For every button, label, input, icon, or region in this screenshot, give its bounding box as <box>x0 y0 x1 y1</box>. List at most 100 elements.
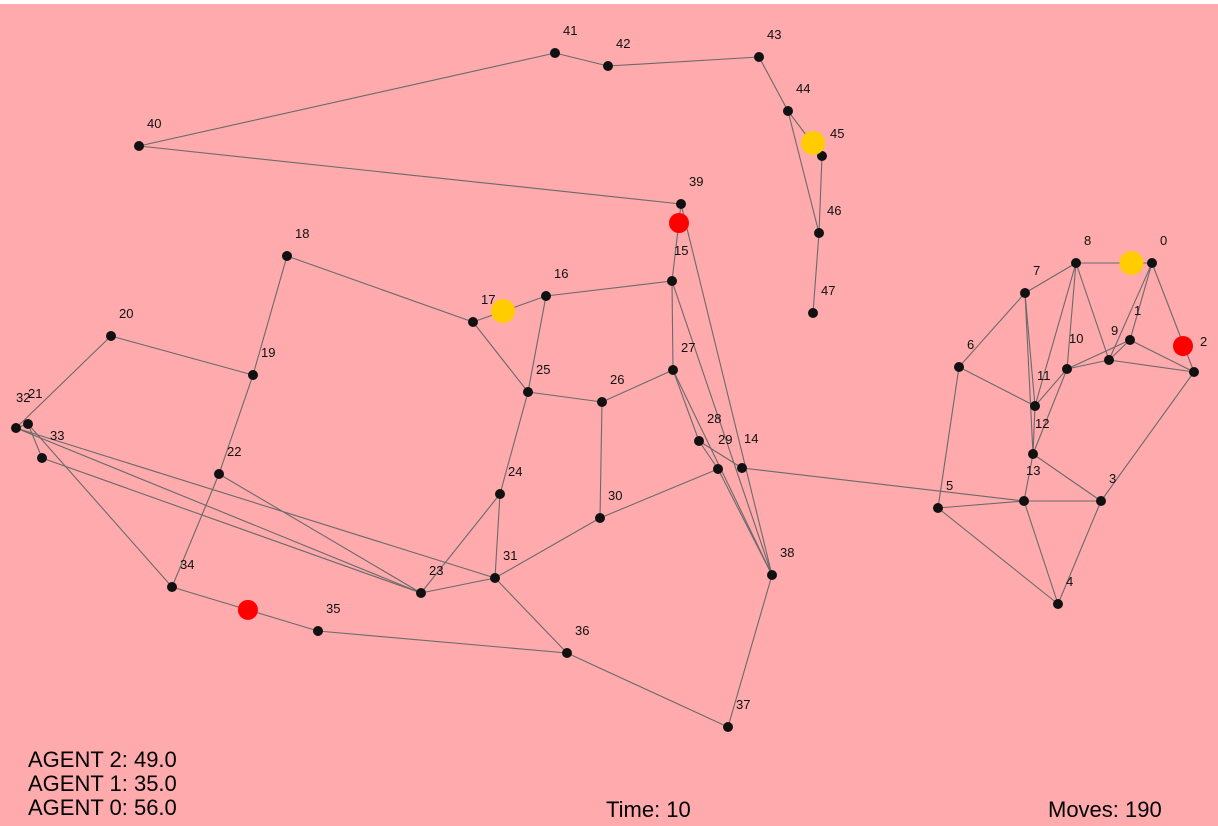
node-20[interactable] <box>106 331 116 341</box>
node-label-14: 14 <box>744 431 758 446</box>
node-2[interactable] <box>1189 367 1199 377</box>
node-26[interactable] <box>597 397 607 407</box>
edge-24-25 <box>499 391 529 495</box>
node-37[interactable] <box>723 722 733 732</box>
node-label-4: 4 <box>1066 574 1073 589</box>
node-30[interactable] <box>595 513 605 523</box>
node-label-12: 12 <box>1035 416 1049 431</box>
score-agent-0: AGENT 0: 56.0 <box>28 795 177 820</box>
node-5[interactable] <box>933 503 943 513</box>
edge-0-1 <box>1129 262 1153 341</box>
edge-17-25 <box>472 321 529 393</box>
node-25[interactable] <box>523 387 533 397</box>
node-label-0: 0 <box>1160 233 1167 248</box>
node-38[interactable] <box>767 570 777 580</box>
node-34[interactable] <box>167 582 177 592</box>
node-33[interactable] <box>37 453 47 463</box>
node-8[interactable] <box>1071 258 1081 268</box>
node-label-28: 28 <box>707 411 721 426</box>
node-22[interactable] <box>214 469 224 479</box>
edge-10-11 <box>1034 368 1068 407</box>
node-46[interactable] <box>814 228 824 238</box>
node-11[interactable] <box>1030 401 1040 411</box>
node-16[interactable] <box>541 291 551 301</box>
edge-3-4 <box>1057 500 1102 605</box>
edge-29-30 <box>599 468 719 519</box>
node-32[interactable] <box>11 423 21 433</box>
node-1[interactable] <box>1125 335 1135 345</box>
node-7[interactable] <box>1020 288 1030 298</box>
node-28[interactable] <box>694 436 704 446</box>
node-21[interactable] <box>23 419 33 429</box>
node-label-21: 21 <box>28 386 42 401</box>
edge-27-28 <box>672 369 700 442</box>
node-label-24: 24 <box>508 464 522 479</box>
edge-6-11 <box>958 366 1036 407</box>
node-label-13: 13 <box>1026 463 1040 478</box>
edge-5-6 <box>937 366 960 509</box>
edge-33-23 <box>41 457 422 594</box>
edge-8-11 <box>1034 262 1077 407</box>
node-24[interactable] <box>495 489 505 499</box>
node-6[interactable] <box>954 362 964 372</box>
edge-23-24 <box>420 493 501 594</box>
node-39[interactable] <box>676 199 686 209</box>
edge-12-3 <box>1032 453 1102 502</box>
edge-1-2 <box>1129 339 1195 373</box>
node-label-2: 2 <box>1200 334 1207 349</box>
edge-42-43 <box>607 56 760 67</box>
node-label-6: 6 <box>967 337 974 352</box>
edge-32-23 <box>15 427 422 594</box>
edge-41-42 <box>554 52 609 67</box>
agent-token-yellow-5 <box>1119 251 1144 275</box>
node-label-32: 32 <box>16 390 30 405</box>
moves-counter: Moves: 190 <box>1048 797 1162 822</box>
node-9[interactable] <box>1104 355 1114 365</box>
node-23[interactable] <box>416 588 426 598</box>
node-label-40: 40 <box>147 116 161 131</box>
node-14[interactable] <box>737 463 747 473</box>
edge-21-33 <box>27 423 43 459</box>
node-3[interactable] <box>1096 496 1106 506</box>
node-17[interactable] <box>468 317 478 327</box>
node-18[interactable] <box>282 251 292 261</box>
node-label-3: 3 <box>1109 471 1116 486</box>
edge-28-29 <box>698 440 719 470</box>
edge-12-13 <box>1023 453 1034 502</box>
node-label-9: 9 <box>1111 323 1118 338</box>
node-13[interactable] <box>1019 496 1029 506</box>
node-45[interactable] <box>817 151 827 161</box>
node-label-31: 31 <box>503 548 517 563</box>
node-15[interactable] <box>667 276 677 286</box>
node-29[interactable] <box>713 464 723 474</box>
edge-14-13 <box>741 467 1025 502</box>
node-19[interactable] <box>248 370 258 380</box>
node-0[interactable] <box>1147 258 1157 268</box>
node-42[interactable] <box>603 61 613 71</box>
node-35[interactable] <box>313 626 323 636</box>
edge-22-23 <box>218 473 422 594</box>
node-label-20: 20 <box>119 306 133 321</box>
node-label-15: 15 <box>674 243 688 258</box>
edge-8-10 <box>1066 262 1077 370</box>
node-label-42: 42 <box>616 36 630 51</box>
node-41[interactable] <box>550 48 560 58</box>
node-4[interactable] <box>1053 599 1063 609</box>
node-43[interactable] <box>754 52 764 62</box>
edge-22-34 <box>171 473 220 588</box>
edge-25-26 <box>527 391 603 403</box>
node-27[interactable] <box>668 365 678 375</box>
node-44[interactable] <box>783 106 793 116</box>
edge-21-34 <box>27 423 173 588</box>
node-label-8: 8 <box>1084 233 1091 248</box>
node-47[interactable] <box>808 308 818 318</box>
node-36[interactable] <box>562 648 572 658</box>
node-label-38: 38 <box>780 545 794 560</box>
background <box>0 4 1218 826</box>
node-12[interactable] <box>1028 449 1038 459</box>
edge-40-39 <box>138 145 682 205</box>
node-10[interactable] <box>1062 364 1072 374</box>
node-31[interactable] <box>490 573 500 583</box>
node-40[interactable] <box>134 141 144 151</box>
